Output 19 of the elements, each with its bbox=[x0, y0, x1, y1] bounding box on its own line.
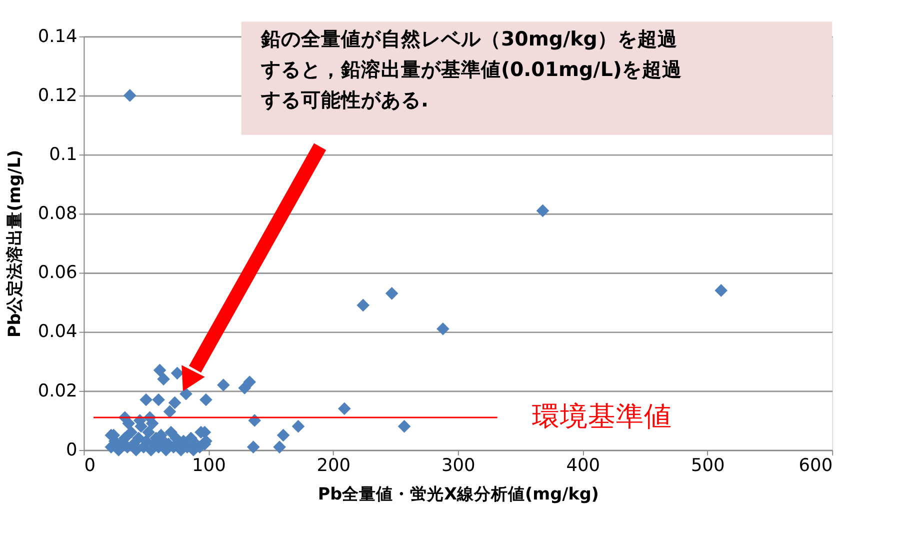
x-axis-title: Pb全量値・蛍光X線分析値(mg/kg) bbox=[318, 484, 599, 504]
annotation: 鉛の全量値が自然レベル（30mg/kg）を超過すると，鉛溶出量が基準値(0.01mg/L)を超過する可能性がある. bbox=[260, 27, 682, 112]
y-axis-title: Pb公定法溶出量(mg/L) bbox=[4, 150, 24, 338]
ref-line-label: 環境基準値 bbox=[532, 399, 672, 432]
y-tick-label: 0 bbox=[66, 440, 78, 460]
y-tick-label: 0.12 bbox=[38, 86, 78, 106]
y-tick-label: 0.06 bbox=[38, 263, 78, 284]
x-tick-label: 400 bbox=[566, 456, 600, 476]
x-tick-label: 0 bbox=[84, 456, 96, 476]
y-tick-label: 0.08 bbox=[38, 204, 78, 224]
x-tick-label: 500 bbox=[690, 456, 725, 476]
x-tick-label: 100 bbox=[192, 456, 226, 476]
x-tick-label: 200 bbox=[316, 456, 351, 476]
y-tick-label: 0.04 bbox=[38, 322, 78, 342]
x-tick-label: 300 bbox=[441, 456, 476, 476]
y-tick-label: 0.14 bbox=[38, 26, 78, 47]
y-tick-label: 0.1 bbox=[49, 144, 78, 165]
x-tick-label: 600 bbox=[798, 456, 833, 476]
y-tick-label: 0.02 bbox=[38, 381, 78, 402]
